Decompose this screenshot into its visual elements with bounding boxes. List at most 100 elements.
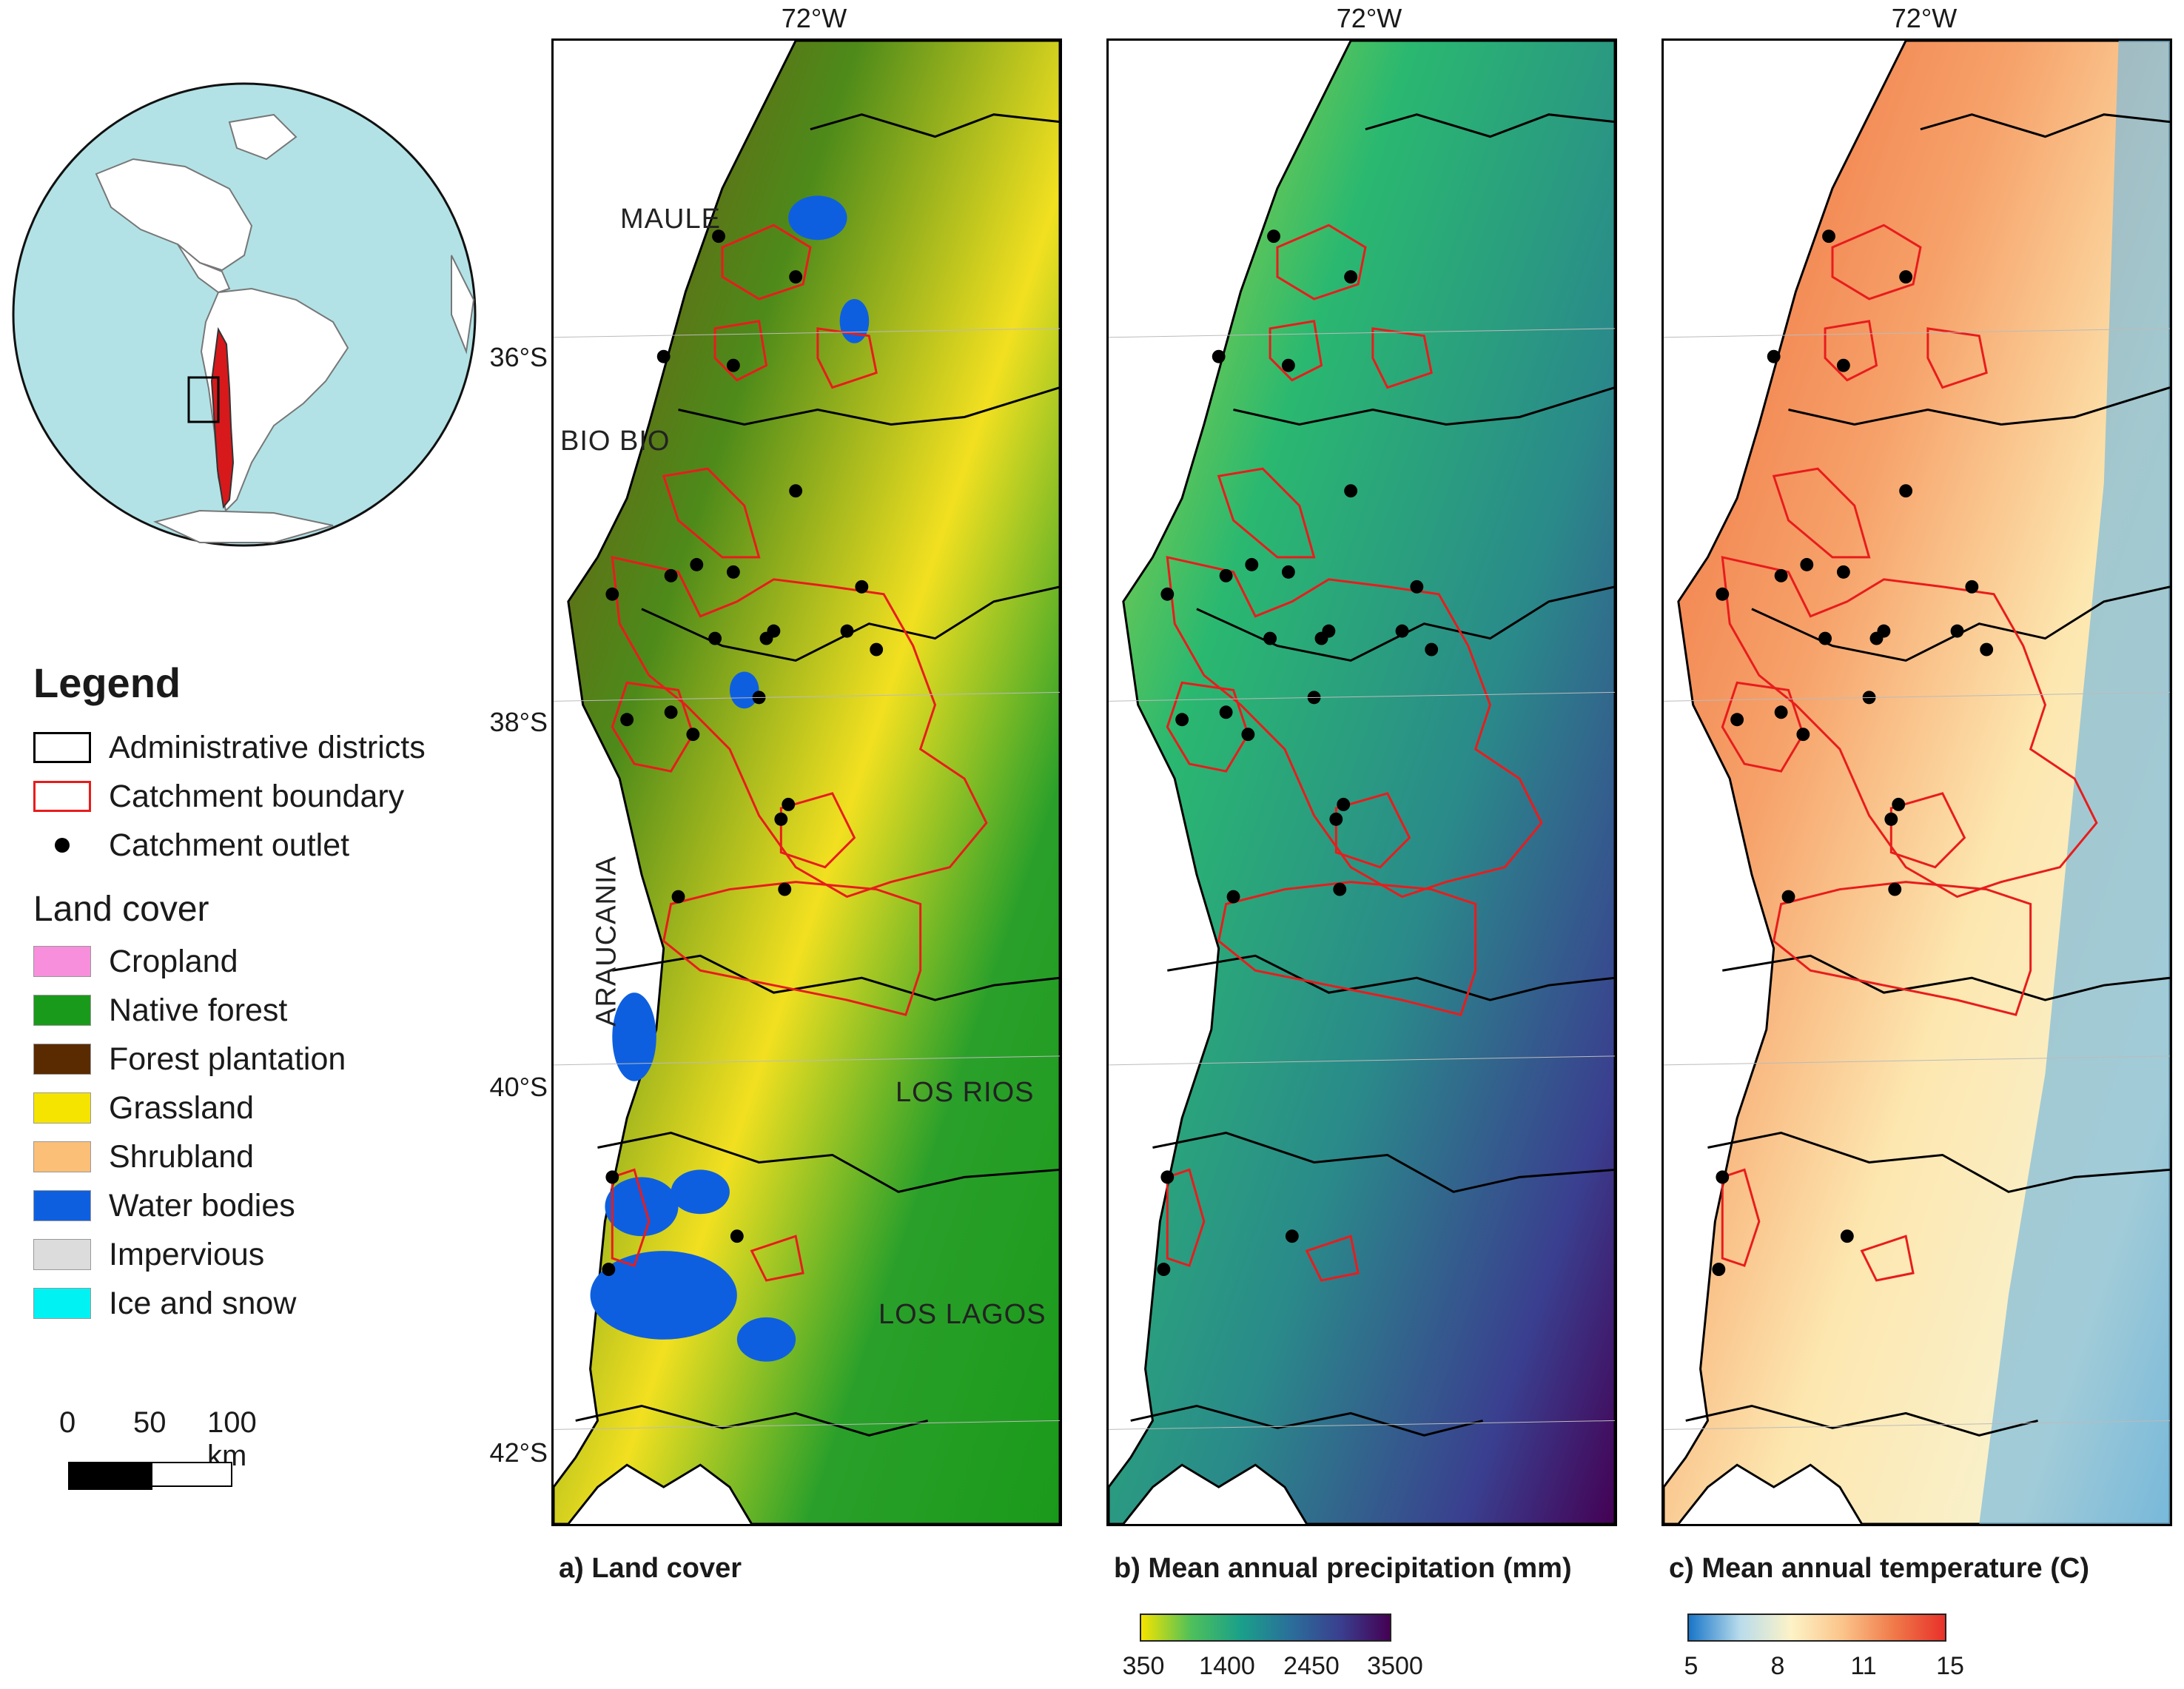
catchment-boundary — [816, 327, 878, 389]
catchment-outlet — [1175, 713, 1189, 727]
catchment-outlet — [1884, 812, 1898, 826]
scale-white-segment — [151, 1462, 232, 1487]
study-area-box — [187, 376, 220, 423]
catchment-outlet — [1774, 568, 1788, 582]
district-boundary — [1365, 113, 1615, 138]
catchment-outlet — [855, 580, 869, 594]
district-boundary — [1685, 1404, 2038, 1437]
graticule-line — [554, 1055, 1060, 1066]
catchment-outlet — [1716, 1170, 1730, 1184]
land-cover-title: Land cover — [33, 890, 209, 929]
catchment-boundary — [1772, 467, 1871, 559]
lat-label-38: 38°S — [489, 707, 548, 737]
lake — [839, 298, 870, 343]
catchment-swatch — [33, 781, 91, 812]
catchment-outlet — [1219, 705, 1233, 719]
catchment-outlet — [840, 624, 854, 638]
caption-b: b) Mean annual precipitation (mm) — [1114, 1553, 1572, 1584]
graticule-line — [1109, 328, 1615, 338]
land-cover-item: Impervious — [33, 1230, 492, 1279]
catchment-outlet — [789, 484, 803, 498]
district-boundary — [575, 1404, 928, 1437]
catchment-outlet — [1263, 631, 1277, 645]
graticule-line — [554, 1420, 1060, 1430]
scale-black-segment — [68, 1462, 152, 1490]
catchment-outlet — [1712, 1263, 1726, 1277]
catchment-boundary — [713, 320, 768, 382]
lake — [605, 1177, 679, 1237]
land-cover-list: Cropland Native forest Forest plantation Gr… — [33, 937, 492, 1328]
legend: Legend Administrative districts Catchmen… — [33, 659, 492, 1328]
region-label-losrios: LOS RIOS — [896, 1077, 1035, 1108]
district-boundary — [597, 1132, 1060, 1193]
graticule-line — [1664, 1055, 2170, 1066]
catchment-outlet — [712, 229, 725, 244]
catchment-outlet — [1730, 713, 1744, 727]
land-cover-label: Grassland — [109, 1089, 254, 1126]
district-boundary — [1707, 1132, 2170, 1193]
cbar-c-tick: 15 — [1936, 1652, 1964, 1680]
land-cover-label: Forest plantation — [109, 1041, 346, 1077]
catchment-outlet — [1226, 890, 1240, 904]
district-boundary — [1788, 386, 2170, 426]
catchment-outlet — [686, 728, 700, 742]
catchment-outlet — [1285, 1229, 1299, 1243]
land-cover-label: Shrubland — [109, 1138, 255, 1175]
catchment-outlet — [1245, 557, 1259, 571]
map-svg — [1109, 41, 1615, 1524]
cbar-c-tick: 11 — [1850, 1652, 1877, 1680]
lat-label-42: 42°S — [489, 1437, 548, 1468]
catchment-outlet — [789, 270, 803, 284]
lake — [590, 1251, 737, 1340]
catchment-boundary — [1824, 320, 1878, 382]
catchment-outlet — [1899, 484, 1913, 498]
catchment-boundary — [1831, 224, 1922, 300]
catchment-outlet — [1767, 349, 1781, 363]
catchment-outlet — [1836, 358, 1850, 372]
panel-temperature — [1661, 38, 2172, 1526]
legend-title: Legend — [33, 659, 181, 706]
caption-c: c) Mean annual temperature (C) — [1669, 1553, 2089, 1584]
panel-land-cover — [551, 38, 1062, 1526]
catchment-outlet — [1219, 568, 1233, 582]
catchment-outlet — [1281, 358, 1295, 372]
lake — [729, 671, 759, 709]
catchment-boundary — [750, 1235, 804, 1282]
catchment-boundary — [1860, 1235, 1915, 1282]
catchment-outlet — [1774, 705, 1788, 719]
district-boundary — [1920, 113, 2170, 138]
lake — [788, 195, 847, 241]
catchment-outlet — [1212, 349, 1226, 363]
lon-label-b: 72°W — [1336, 3, 1402, 33]
catchment-boundary — [1889, 792, 1966, 869]
scale-label-100: 100 km — [207, 1406, 257, 1472]
graticule-line — [1664, 691, 2170, 702]
catchment-boundary — [1334, 792, 1411, 869]
district-boundary — [678, 386, 1060, 426]
legend-label: Catchment outlet — [109, 827, 350, 863]
catchment-outlet — [726, 565, 740, 579]
catchment-boundary — [1926, 327, 1988, 389]
land-cover-label: Impervious — [109, 1236, 265, 1272]
catchment-outlet — [1836, 565, 1850, 579]
catchment-outlet — [1160, 1170, 1175, 1184]
chile-land — [1109, 41, 1615, 1524]
catchment-outlet — [1899, 270, 1913, 284]
catchment-outlet — [1965, 580, 1979, 594]
cbar-b-tick: 3500 — [1367, 1652, 1423, 1680]
catchment-boundary — [611, 555, 988, 899]
cbar-b-tick: 1400 — [1199, 1652, 1255, 1680]
land-cover-swatch — [33, 1239, 91, 1270]
land-cover-item: Native forest — [33, 986, 492, 1035]
catchment-outlet — [730, 1229, 744, 1243]
land-cover-label: Ice and snow — [109, 1285, 297, 1321]
catchment-boundary — [1371, 327, 1433, 389]
catchment-outlet — [1781, 890, 1795, 904]
legend-item-districts: Administrative districts — [33, 723, 492, 772]
catchment-outlet — [1160, 587, 1175, 601]
colorbar-temperature — [1687, 1614, 1946, 1642]
catchment-outlet — [1800, 557, 1814, 571]
catchment-outlet — [1281, 565, 1295, 579]
catchment-boundary — [1721, 681, 1804, 773]
cbar-c-tick: 5 — [1684, 1652, 1699, 1680]
